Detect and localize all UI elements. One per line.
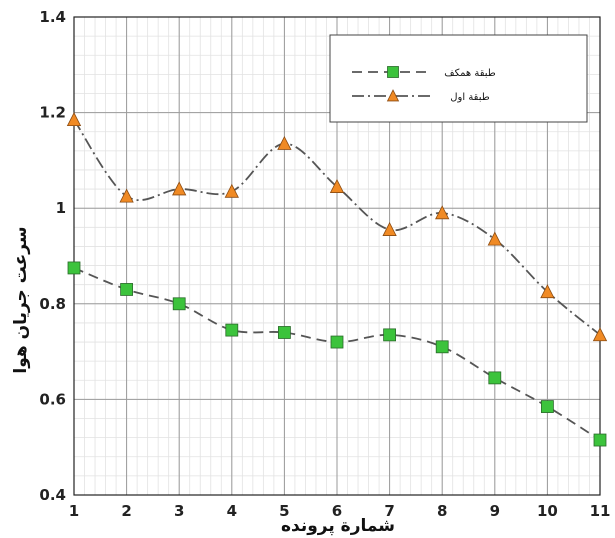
- series-2-marker: [592, 327, 608, 342]
- x-tick-label: 3: [174, 502, 184, 520]
- legend-items: طبقة همكف طبقة اول: [352, 66, 496, 103]
- series-1-marker: [383, 328, 397, 342]
- x-axis-title: شمارة پرونده: [281, 516, 395, 536]
- series-1-marker: [330, 335, 344, 349]
- y-tick-label: 1: [56, 199, 66, 217]
- series-1-marker: [67, 261, 81, 275]
- series-1-marker: [593, 433, 607, 447]
- x-tick-label: 2: [121, 502, 131, 520]
- y-tick-label: 1.2: [39, 104, 66, 122]
- series-markers: [66, 112, 608, 447]
- legend-box: [329, 34, 588, 123]
- y-tick-labels: 0.4 0.6 0.8 1 1.2 1.4: [39, 8, 66, 504]
- series-1-marker: [541, 400, 554, 413]
- series-1-marker: [120, 283, 133, 296]
- series-2-marker: [277, 135, 292, 150]
- series-2-marker: [487, 231, 502, 246]
- series-2-marker: [224, 183, 239, 198]
- x-tick-label: 8: [437, 502, 447, 520]
- legend-label-2: طبقة اول: [450, 92, 489, 103]
- series-2-marker: [435, 205, 450, 220]
- series-2-marker: [329, 178, 345, 193]
- plot-frame: [73, 16, 601, 496]
- series-2-marker: [540, 284, 555, 299]
- y-tick-label: 0.8: [39, 295, 66, 313]
- x-tick-label: 1: [69, 502, 79, 520]
- y-axis-title: سرعت جريان هوا: [11, 226, 31, 373]
- series-2-marker: [119, 188, 134, 203]
- series-2-marker: [382, 221, 397, 236]
- y-tick-label: 1.4: [39, 8, 66, 26]
- series-1-marker: [277, 326, 291, 339]
- legend: طبقة همكف طبقة اول: [329, 34, 588, 123]
- x-tick-label: 11: [590, 502, 611, 520]
- x-tick-labels: 1 2 3 4 5 6 7 8 9 10 11: [69, 502, 611, 520]
- y-tick-label: 0.6: [39, 390, 66, 408]
- legend-marker-2: [386, 89, 400, 102]
- series-1-marker: [435, 340, 449, 354]
- series-line-2: [73, 119, 601, 336]
- x-tick-label: 5: [279, 502, 289, 520]
- x-tick-label: 9: [490, 502, 500, 520]
- series-2-marker: [66, 112, 82, 127]
- series-1-marker: [225, 323, 239, 337]
- legend-label-1: طبقة همكف: [444, 68, 496, 79]
- legend-marker-1: [387, 66, 399, 78]
- series-1-marker: [488, 371, 502, 385]
- series-2-marker: [172, 181, 187, 196]
- x-tick-label: 4: [227, 502, 237, 520]
- x-tick-label: 10: [537, 502, 558, 520]
- x-tick-label: 7: [384, 502, 394, 520]
- series-1-marker: [172, 297, 186, 311]
- x-tick-label: 6: [332, 502, 342, 520]
- y-tick-label: 0.4: [39, 486, 66, 504]
